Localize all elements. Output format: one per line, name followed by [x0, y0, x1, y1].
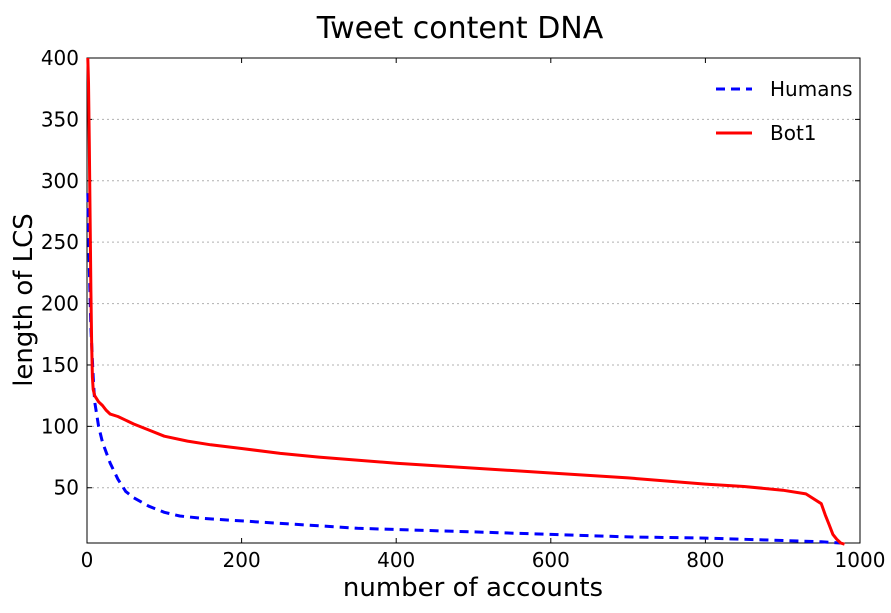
axis-ticks: 50 100 150 200 250 300 350 400 0 200 400 600 800 1000: [41, 46, 886, 572]
x-axis-label: number of accounts: [343, 573, 603, 603]
x-tick-label: 0: [81, 548, 94, 572]
series-line-humans: [86, 193, 841, 545]
y-tick-label: 50: [54, 476, 79, 500]
y-tick-label: 250: [41, 230, 79, 254]
x-tick-label: 1000: [835, 548, 886, 572]
legend-label: Humans: [770, 77, 853, 101]
y-tick-label: 300: [41, 169, 79, 193]
grid-lines: [87, 118, 860, 489]
legend-label: Bot1: [770, 121, 817, 145]
plot-frame: [86, 57, 861, 544]
x-tick-label: 400: [377, 548, 415, 572]
x-tick-label: 200: [223, 548, 261, 572]
series-lines: [86, 57, 845, 546]
x-tick-label: 800: [686, 548, 724, 572]
y-tick-label: 100: [41, 414, 79, 438]
legend: Humans Bot1: [716, 77, 853, 145]
y-tick-label: 200: [41, 292, 79, 316]
chart-title: Tweet content DNA: [316, 11, 604, 46]
series-line-bot1: [86, 57, 845, 546]
y-axis-label: length of LCS: [9, 213, 39, 387]
y-tick-label: 150: [41, 353, 79, 377]
y-tick-label: 350: [41, 107, 79, 131]
x-tick-label: 600: [532, 548, 570, 572]
y-tick-label: 400: [41, 46, 79, 70]
